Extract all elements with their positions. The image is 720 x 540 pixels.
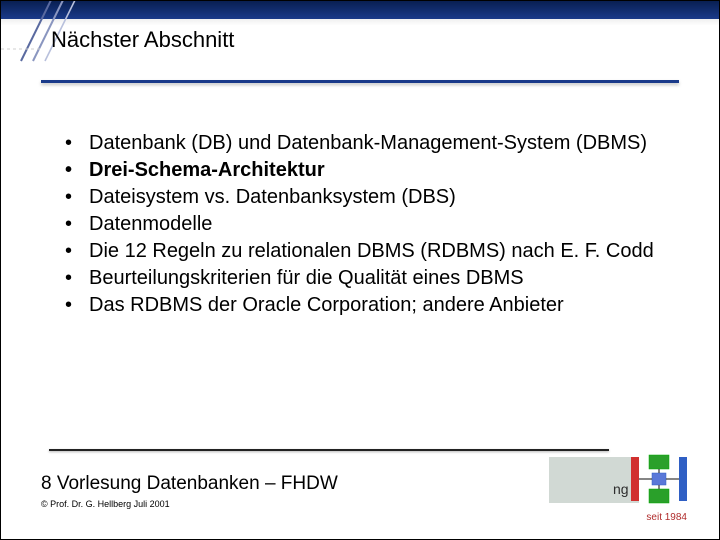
footer-logo: ng seit 1984 xyxy=(549,451,689,521)
bullet-item: Datenmodelle xyxy=(61,212,669,237)
bullet-list: Datenbank (DB) und Datenbank-Management-… xyxy=(61,131,669,318)
slide-header: Nächster Abschnitt xyxy=(1,1,719,83)
logo-since-text: seit 1984 xyxy=(646,512,687,523)
slide-content: Datenbank (DB) und Datenbank-Management-… xyxy=(61,131,669,320)
slide-title: Nächster Abschnitt xyxy=(51,27,234,53)
logo-text-fragment: ng xyxy=(613,481,629,497)
header-underline xyxy=(41,80,679,83)
logo-diagram-icon xyxy=(629,451,689,507)
footer-separator xyxy=(49,449,609,451)
header-top-bar xyxy=(1,1,719,19)
bullet-item: Die 12 Regeln zu relationalen DBMS (RDBM… xyxy=(61,239,669,264)
bullet-item: Dateisystem vs. Datenbanksystem (DBS) xyxy=(61,185,669,210)
bullet-item: Das RDBMS der Oracle Corporation; andere… xyxy=(61,293,669,318)
bullet-item: Beurteilungskriterien für die Qualität e… xyxy=(61,266,669,291)
slide: Nächster Abschnitt Datenbank (DB) und Da… xyxy=(0,0,720,540)
bullet-item: Datenbank (DB) und Datenbank-Management-… xyxy=(61,131,669,156)
bullet-item: Drei-Schema-Architektur xyxy=(61,158,669,183)
